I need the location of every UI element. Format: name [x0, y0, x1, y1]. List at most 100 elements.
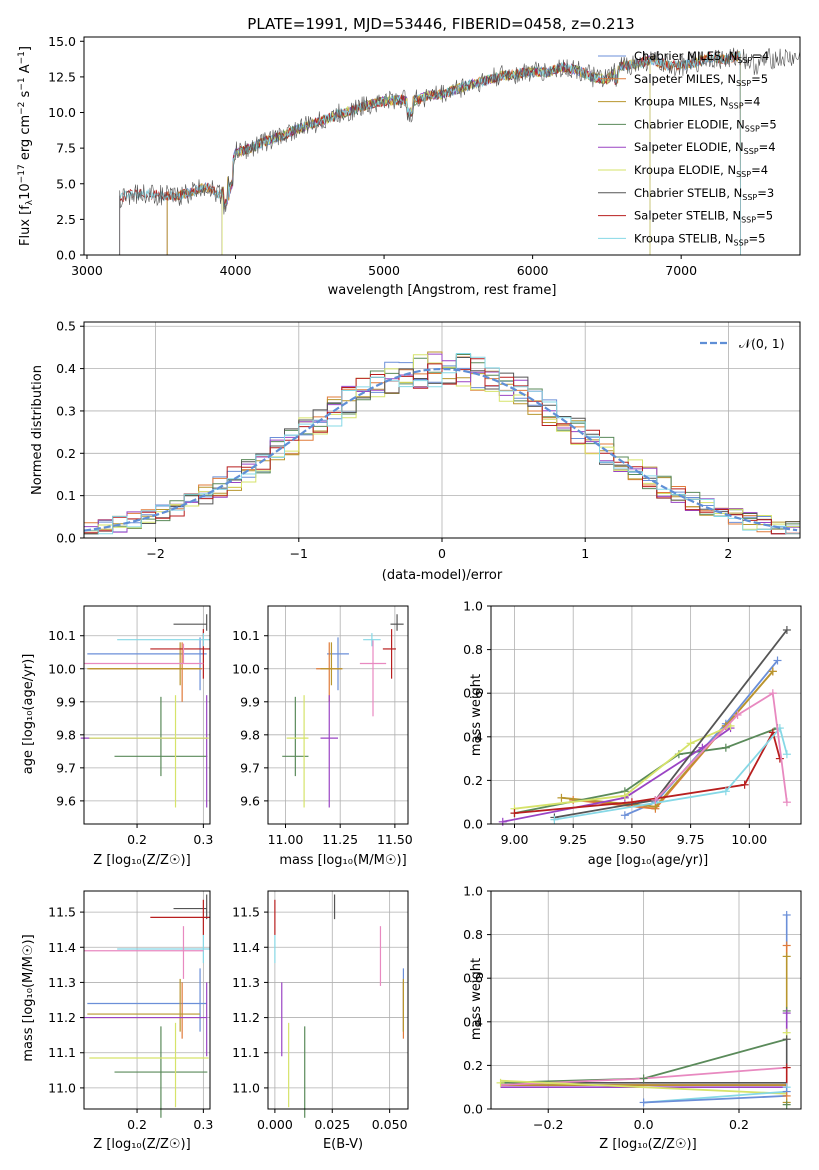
panel-frame — [267, 890, 409, 1110]
x-tick-label: 0 — [438, 546, 446, 561]
y-tick-label: 9.9 — [56, 694, 76, 709]
histogram-step-line — [84, 353, 800, 535]
x-tick-label: −2 — [146, 546, 164, 561]
y-tick-label: 0.0 — [56, 248, 76, 263]
y-tick-label: 9.9 — [240, 694, 260, 709]
y-tick-label: 11.5 — [232, 905, 260, 920]
z-age-y-label: age [log₁₀(age/yr)] — [21, 654, 36, 775]
y-tick-label: 0.0 — [463, 1102, 483, 1117]
x-tick-label: 9.00 — [501, 832, 529, 847]
x-tick-label: 0.2 — [127, 832, 147, 847]
y-tick-label: 11.1 — [232, 1045, 260, 1060]
age-weight-x-label: age [log₁₀(age/yr)] — [588, 853, 709, 868]
panel-frame — [490, 890, 802, 1110]
x-tick-label: 9.25 — [559, 832, 587, 847]
z-mass-panel: 0.2 0.3 11.0 11.1 11.2 11.3 11.4 11.5 — [48, 890, 213, 1132]
legend-entry: Kroupa MILES, NSSP=4 — [634, 95, 760, 111]
y-tick-label: 0.4 — [56, 361, 76, 376]
legend-entry: Salpeter MILES, NSSP=5 — [634, 72, 768, 88]
histogram-x-label: (data-model)/error — [382, 568, 503, 583]
y-tick-label: 11.0 — [48, 1080, 76, 1095]
residual-histogram-panel: −2 −1 0 1 2 0.0 0.1 0.2 0.3 0.4 0.5 (data-model)/… — [30, 319, 801, 583]
y-tick-label: 11.4 — [48, 940, 76, 955]
panel-frame — [267, 605, 409, 825]
y-tick-label: 11.4 — [232, 940, 260, 955]
x-tick-label: 0.3 — [193, 1117, 213, 1132]
panel-frame — [83, 605, 211, 825]
panel-frame — [490, 605, 802, 825]
y-tick-label: 0.6 — [463, 686, 483, 701]
z-age-panel: 0.2 0.3 9.6 9.7 9.8 9.9 10.0 10.1 — [48, 605, 213, 847]
y-tick-label: 11.3 — [232, 975, 260, 990]
y-tick-label: 0.3 — [56, 403, 76, 418]
y-tick-label: 0.4 — [463, 729, 483, 744]
weight-line — [573, 670, 774, 810]
x-tick-label: 6000 — [517, 263, 549, 278]
spectrum-y-label: Flux [fλ10−17 erg cm−2 s−1 A−1] — [17, 46, 35, 246]
y-tick-label: 1.0 — [463, 599, 483, 614]
y-tick-label: 0.5 — [56, 319, 76, 334]
x-tick-label: 4000 — [220, 263, 252, 278]
weight-line — [561, 670, 774, 808]
ebv-mass-x-label: E(B-V) — [323, 1137, 363, 1152]
z-age-x-label: Z [log₁₀(Z/Z☉)] — [93, 853, 190, 868]
histogram-steps — [83, 351, 800, 535]
normal-legend-label: 𝒩(0, 1) — [739, 336, 785, 351]
histogram-x-ticks: −2 −1 0 1 2 — [146, 538, 732, 561]
panel-frame — [83, 890, 211, 1110]
weight-line — [554, 726, 788, 821]
weight-line — [643, 1095, 787, 1104]
histogram-legend: 𝒩(0, 1) — [700, 336, 785, 351]
y-tick-label: 9.6 — [240, 793, 260, 808]
x-tick-label: 0.3 — [193, 832, 213, 847]
legend-entry: Salpeter STELIB, NSSP=5 — [634, 209, 773, 225]
spectrum-legend: Chabrier MILES, NSSP=4 Salpeter MILES, NS… — [598, 49, 777, 247]
spectrum-lines — [119, 47, 800, 256]
figure-title: PLATE=1991, MJD=53446, FIBERID=0458, z=0… — [247, 15, 634, 33]
mass-age-x-label: mass [log₁₀(M/M☉)] — [279, 853, 406, 868]
y-tick-label: 7.5 — [56, 141, 76, 156]
x-tick-label: 0.025 — [314, 1117, 350, 1132]
y-tick-label: 9.7 — [240, 760, 260, 775]
ebv-mass-panel: 0.000 0.025 0.050 11.0 11.1 11.2 11.3 11.4 11.5 — [232, 890, 409, 1132]
spectrum-model-line — [119, 50, 741, 256]
x-tick-label: 9.50 — [618, 832, 646, 847]
spectrum-model-line — [119, 47, 800, 255]
x-tick-label: 2 — [724, 546, 732, 561]
z-mass-y-label: mass [log₁₀(M/M☉)] — [21, 934, 36, 1061]
z-weight-y-label: mass weight — [469, 958, 484, 1040]
y-tick-label: 0.2 — [56, 446, 76, 461]
z-weight-panel: −0.2 0.0 0.2 0.0 0.2 0.4 0.6 0.8 1.0 — [463, 884, 802, 1132]
y-tick-label: 11.3 — [48, 975, 76, 990]
y-tick-label: 10.1 — [48, 628, 76, 643]
y-tick-label: 0.2 — [463, 773, 483, 788]
x-tick-label: 0.050 — [372, 1117, 408, 1132]
y-tick-label: 1.0 — [463, 884, 483, 899]
y-tick-label: 0.1 — [56, 488, 76, 503]
y-tick-label: 0.2 — [463, 1058, 483, 1073]
x-tick-label: 0.2 — [729, 1117, 749, 1132]
weight-line — [502, 727, 732, 823]
y-tick-label: 10.0 — [48, 661, 76, 676]
y-tick-label: 0.0 — [463, 817, 483, 832]
spectrum-x-label: wavelength [Angstrom, rest frame] — [328, 283, 557, 298]
legend-entry: Chabrier MILES, NSSP=4 — [634, 49, 769, 65]
y-tick-label: 9.6 — [56, 793, 76, 808]
x-tick-label: 9.75 — [677, 832, 705, 847]
y-tick-label: 12.5 — [48, 69, 76, 84]
z-mass-x-label: Z [log₁₀(Z/Z☉)] — [93, 1137, 190, 1152]
legend-entry: Kroupa ELODIE, NSSP=4 — [634, 163, 768, 179]
mass-age-panel: 11.00 11.25 11.50 9.6 9.7 9.8 9.9 10.0 10.1 — [232, 605, 413, 847]
weight-line — [514, 725, 731, 810]
histogram-y-label: Normed distribution — [30, 365, 45, 495]
y-tick-label: 11.2 — [232, 1010, 260, 1025]
legend-entry: Chabrier ELODIE, NSSP=5 — [634, 117, 777, 133]
x-tick-label: 11.00 — [268, 832, 304, 847]
x-tick-label: 0.2 — [127, 1117, 147, 1132]
legend-entry: Salpeter ELODIE, NSSP=4 — [634, 140, 776, 156]
y-tick-label: 9.8 — [240, 727, 260, 742]
weight-line — [654, 691, 788, 803]
y-tick-label: 0.8 — [463, 642, 483, 657]
y-tick-label: 2.5 — [56, 212, 76, 227]
